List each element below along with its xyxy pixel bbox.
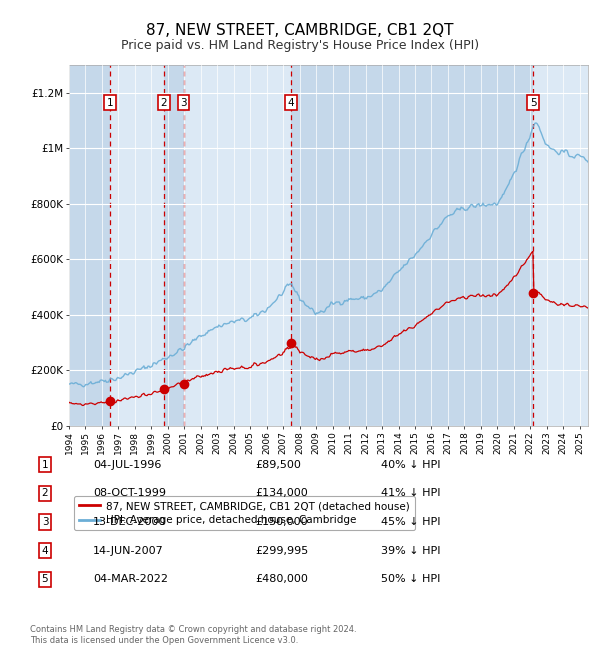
Text: 5: 5 [41,574,49,584]
Bar [184,65,290,426]
Text: 08-OCT-1999: 08-OCT-1999 [93,488,166,499]
Text: 2: 2 [41,488,49,499]
Text: 87, NEW STREET, CAMBRIDGE, CB1 2QT: 87, NEW STREET, CAMBRIDGE, CB1 2QT [146,23,454,38]
Bar [69,65,110,426]
Text: 41% ↓ HPI: 41% ↓ HPI [381,488,440,499]
Text: 04-MAR-2022: 04-MAR-2022 [93,574,168,584]
Text: £150,000: £150,000 [255,517,308,527]
Text: 14-JUN-2007: 14-JUN-2007 [93,545,164,556]
Text: £89,500: £89,500 [255,460,301,470]
Text: 13-DEC-2000: 13-DEC-2000 [93,517,166,527]
Text: 04-JUL-1996: 04-JUL-1996 [93,460,161,470]
Text: 40% ↓ HPI: 40% ↓ HPI [381,460,440,470]
Bar [164,65,184,426]
Text: 50% ↓ HPI: 50% ↓ HPI [381,574,440,584]
Bar [290,65,533,426]
Bar [110,65,164,426]
Text: 2: 2 [161,98,167,108]
Text: 3: 3 [180,98,187,108]
Text: Contains HM Land Registry data © Crown copyright and database right 2024.
This d: Contains HM Land Registry data © Crown c… [30,625,356,645]
Text: 4: 4 [287,98,294,108]
Text: 3: 3 [41,517,49,527]
Text: £480,000: £480,000 [255,574,308,584]
Legend: 87, NEW STREET, CAMBRIDGE, CB1 2QT (detached house), HPI: Average price, detache: 87, NEW STREET, CAMBRIDGE, CB1 2QT (deta… [74,496,415,530]
Bar [533,65,588,426]
Text: 1: 1 [41,460,49,470]
Text: 4: 4 [41,545,49,556]
Text: 45% ↓ HPI: 45% ↓ HPI [381,517,440,527]
Text: £299,995: £299,995 [255,545,308,556]
Text: 1: 1 [107,98,113,108]
Text: Price paid vs. HM Land Registry's House Price Index (HPI): Price paid vs. HM Land Registry's House … [121,39,479,52]
Text: 39% ↓ HPI: 39% ↓ HPI [381,545,440,556]
Text: £134,000: £134,000 [255,488,308,499]
Text: 5: 5 [530,98,536,108]
